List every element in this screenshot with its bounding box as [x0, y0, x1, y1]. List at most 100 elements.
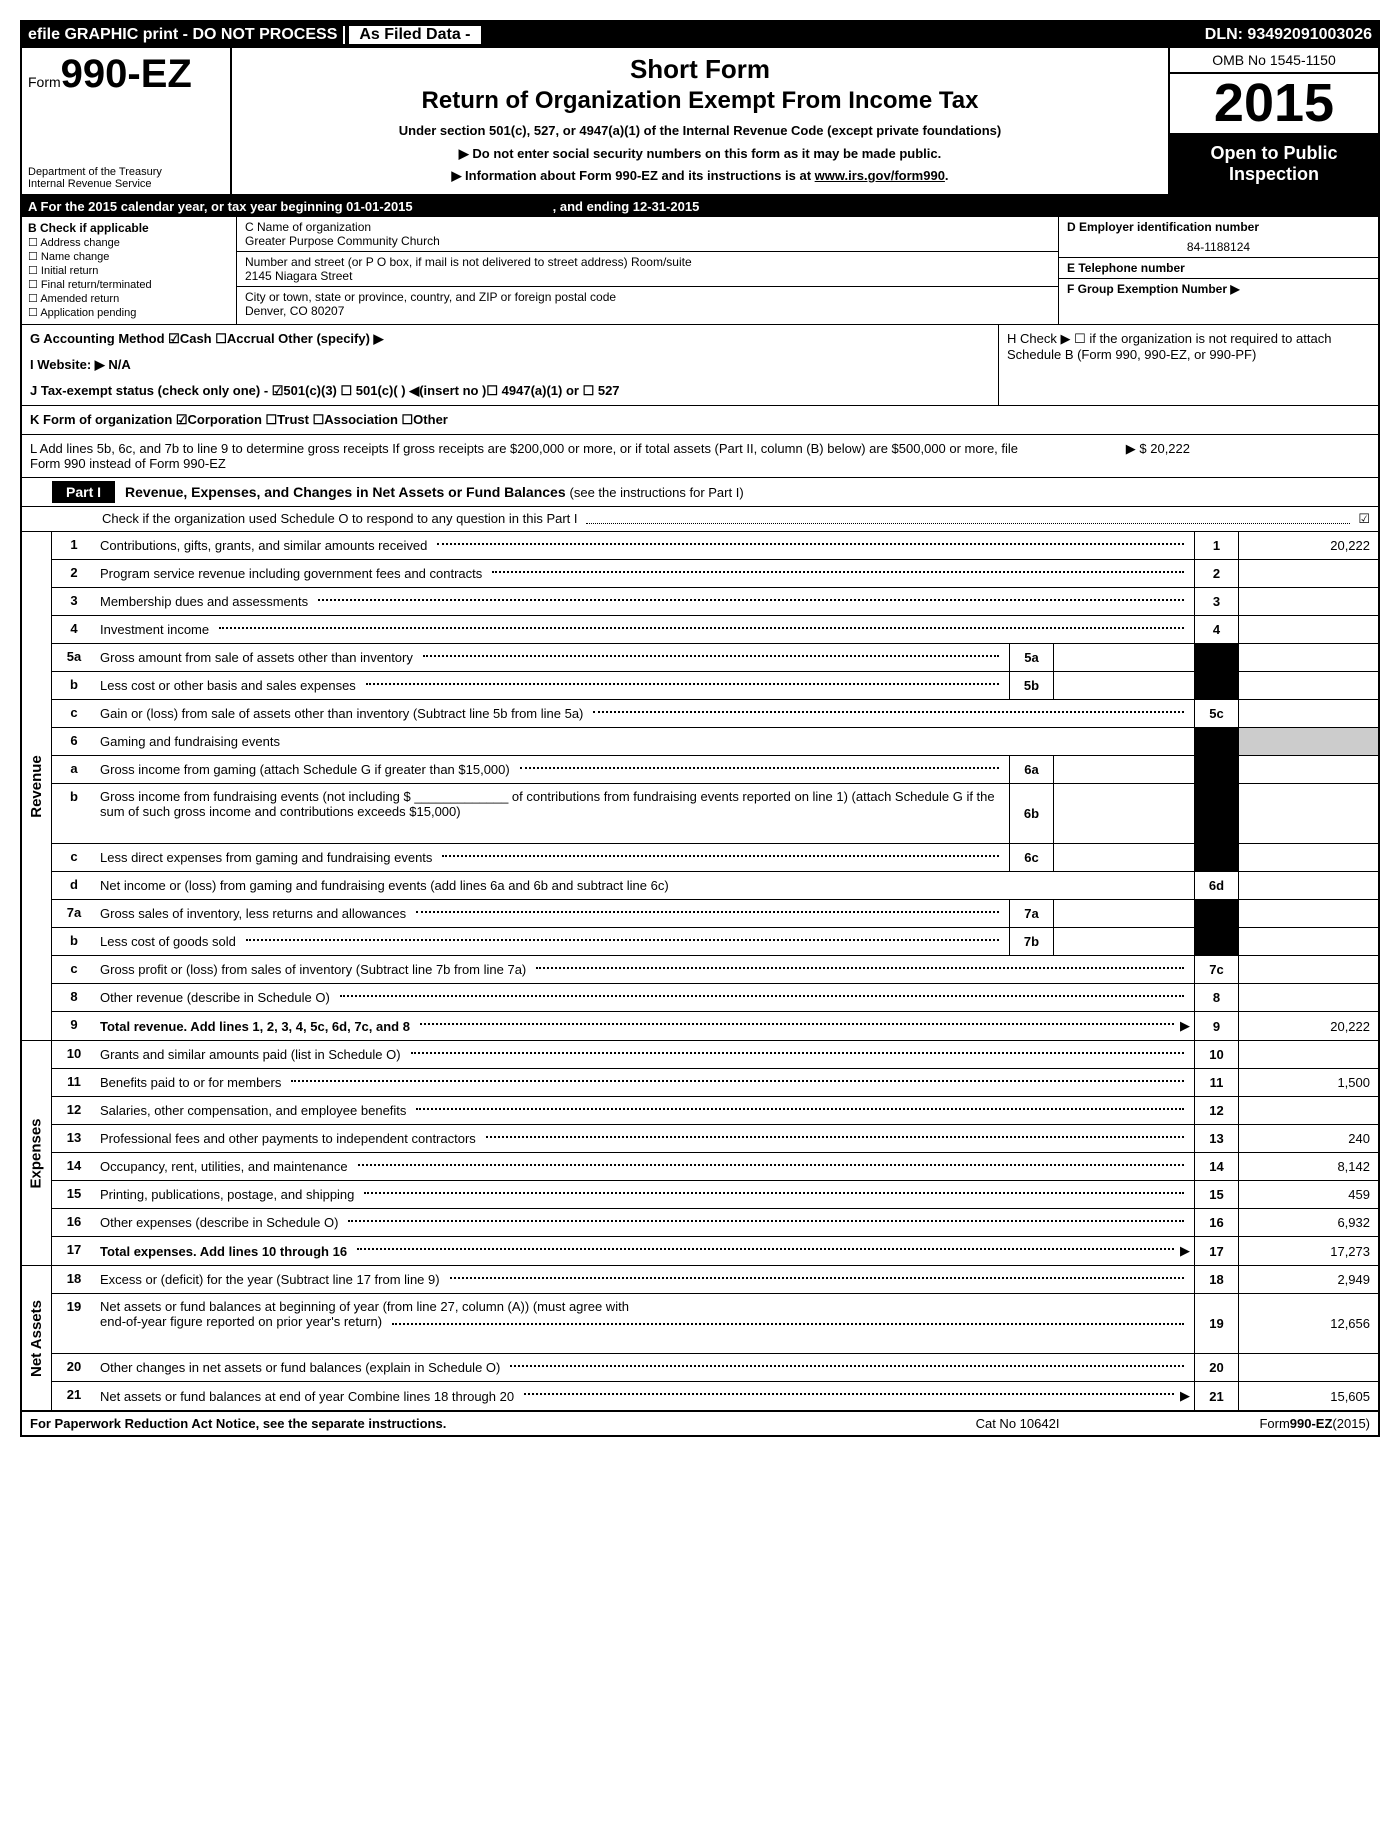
department: Department of the Treasury Internal Reve… [28, 166, 224, 190]
num-14: 14 [1194, 1153, 1238, 1180]
dots [586, 511, 1351, 524]
line-6: 6 Gaming and fundraising events [52, 728, 1378, 756]
num-6d: 6d [1194, 872, 1238, 899]
row-l: L Add lines 5b, 6c, and 7b to line 9 to … [22, 435, 1378, 478]
arrow-icon: ▶ [1180, 1018, 1190, 1034]
chk-application-pending[interactable]: Application pending [28, 306, 230, 319]
arrow-icon: ▶ [1180, 1243, 1190, 1259]
val-5c [1238, 700, 1378, 727]
ln-6d: d [52, 872, 96, 899]
i-website: I Website: ▶ N/A [30, 357, 990, 373]
ln-9: 9 [52, 1012, 96, 1040]
num-7a-shade [1194, 900, 1238, 927]
ln-4: 4 [52, 616, 96, 643]
subval-7b [1054, 928, 1194, 955]
chk-initial-return[interactable]: Initial return [28, 264, 230, 277]
num-20: 20 [1194, 1354, 1238, 1381]
val-6c [1238, 844, 1378, 871]
line-18: 18 Excess or (deficit) for the year (Sub… [52, 1266, 1378, 1294]
org-street: 2145 Niagara Street [245, 269, 1050, 283]
desc-14: Occupancy, rent, utilities, and maintena… [100, 1159, 348, 1174]
ln-18: 18 [52, 1266, 96, 1293]
f-group-label: F Group Exemption Number ▶ [1067, 282, 1370, 296]
num-19: 19 [1194, 1294, 1238, 1353]
desc-19-wrap: Net assets or fund balances at beginning… [96, 1294, 1194, 1353]
line-2: 2 Program service revenue including gove… [52, 560, 1378, 588]
chk-name-change[interactable]: Name change [28, 250, 230, 263]
chk-address-change[interactable]: Address change [28, 236, 230, 249]
desc-4: Investment income [100, 622, 209, 637]
topbar: efile GRAPHIC print - DO NOT PROCESS As … [22, 22, 1378, 48]
line-19: 19 Net assets or fund balances at beginn… [52, 1294, 1378, 1354]
footer: For Paperwork Reduction Act Notice, see … [22, 1412, 1378, 1435]
c-city-cell: City or town, state or province, country… [237, 287, 1058, 321]
desc-6c: Less direct expenses from gaming and fun… [100, 850, 432, 865]
c-city-label: City or town, state or province, country… [245, 290, 1050, 304]
rows-ghij: G Accounting Method ☑Cash ☐Accrual Other… [22, 325, 1378, 406]
sub-6c: 6c [1010, 844, 1054, 871]
val-12 [1238, 1097, 1378, 1124]
desc-5c: Gain or (loss) from sale of assets other… [100, 706, 583, 721]
num-15: 15 [1194, 1181, 1238, 1208]
ln-2: 2 [52, 560, 96, 587]
ln-16: 16 [52, 1209, 96, 1236]
header-right: OMB No 1545-1150 2015 Open to Public Ins… [1168, 48, 1378, 194]
val-13: 240 [1238, 1125, 1378, 1152]
line-14: 14 Occupancy, rent, utilities, and maint… [52, 1153, 1378, 1181]
ln-17: 17 [52, 1237, 96, 1265]
val-20 [1238, 1354, 1378, 1381]
desc-6d: Net income or (loss) from gaming and fun… [100, 878, 669, 893]
ln-21: 21 [52, 1382, 96, 1410]
sub-7b: 7b [1010, 928, 1054, 955]
num-5c: 5c [1194, 700, 1238, 727]
num-6a-shade [1194, 756, 1238, 783]
subval-5b [1054, 672, 1194, 699]
chk-final-return[interactable]: Final return/terminated [28, 278, 230, 291]
desc-17: Total expenses. Add lines 10 through 16 [100, 1244, 347, 1259]
num-4: 4 [1194, 616, 1238, 643]
sub-5a: 5a [1010, 644, 1054, 671]
desc-21: Net assets or fund balances at end of ye… [100, 1389, 514, 1404]
val-15: 459 [1238, 1181, 1378, 1208]
num-18: 18 [1194, 1266, 1238, 1293]
org-name: Greater Purpose Community Church [245, 234, 1050, 248]
form-990ez-page: efile GRAPHIC print - DO NOT PROCESS As … [20, 20, 1380, 1437]
expenses-rows: 10 Grants and similar amounts paid (list… [52, 1041, 1378, 1265]
dept-treasury: Department of the Treasury [28, 166, 224, 178]
val-7c [1238, 956, 1378, 983]
val-17: 17,273 [1238, 1237, 1378, 1265]
num-5b-shade [1194, 672, 1238, 699]
line-6d: d Net income or (loss) from gaming and f… [52, 872, 1378, 900]
line-5c: c Gain or (loss) from sale of assets oth… [52, 700, 1378, 728]
revenue-label: Revenue [22, 532, 52, 1040]
val-5a [1238, 644, 1378, 671]
ssn-note: ▶ Do not enter social security numbers o… [242, 146, 1158, 162]
c-name-cell: C Name of organization Greater Purpose C… [237, 217, 1058, 252]
ln-20: 20 [52, 1354, 96, 1381]
schedo-text: Check if the organization used Schedule … [102, 511, 578, 527]
num-6c-shade [1194, 844, 1238, 871]
ein-value: 84-1188124 [1067, 240, 1370, 254]
ln-7c: c [52, 956, 96, 983]
schedo-checkbox[interactable]: ☑ [1358, 511, 1370, 527]
val-7b [1238, 928, 1378, 955]
val-19: 12,656 [1238, 1294, 1378, 1353]
row-g: G Accounting Method ☑Cash ☐Accrual Other… [22, 325, 998, 405]
line-6a: a Gross income from gaming (attach Sched… [52, 756, 1378, 784]
val-21: 15,605 [1238, 1382, 1378, 1410]
header-title: Short Form Return of Organization Exempt… [232, 48, 1168, 194]
col-b: B Check if applicable Address change Nam… [22, 217, 237, 324]
chk-amended-return[interactable]: Amended return [28, 292, 230, 305]
c-name-label: C Name of organization [245, 220, 1050, 234]
form-number: Form990-EZ [28, 52, 224, 97]
form-no: 990-EZ [61, 52, 192, 96]
ln-12: 12 [52, 1097, 96, 1124]
val-7a [1238, 900, 1378, 927]
ln-19: 19 [52, 1294, 96, 1353]
desc-18: Excess or (deficit) for the year (Subtra… [100, 1272, 440, 1287]
info-note-pre: ▶ Information about Form 990-EZ and its … [451, 168, 814, 183]
num-5a-shade [1194, 644, 1238, 671]
sub-5b: 5b [1010, 672, 1054, 699]
irs-link[interactable]: www.irs.gov/form990 [815, 168, 945, 183]
row-k: K Form of organization ☑Corporation ☐Tru… [22, 406, 1378, 435]
